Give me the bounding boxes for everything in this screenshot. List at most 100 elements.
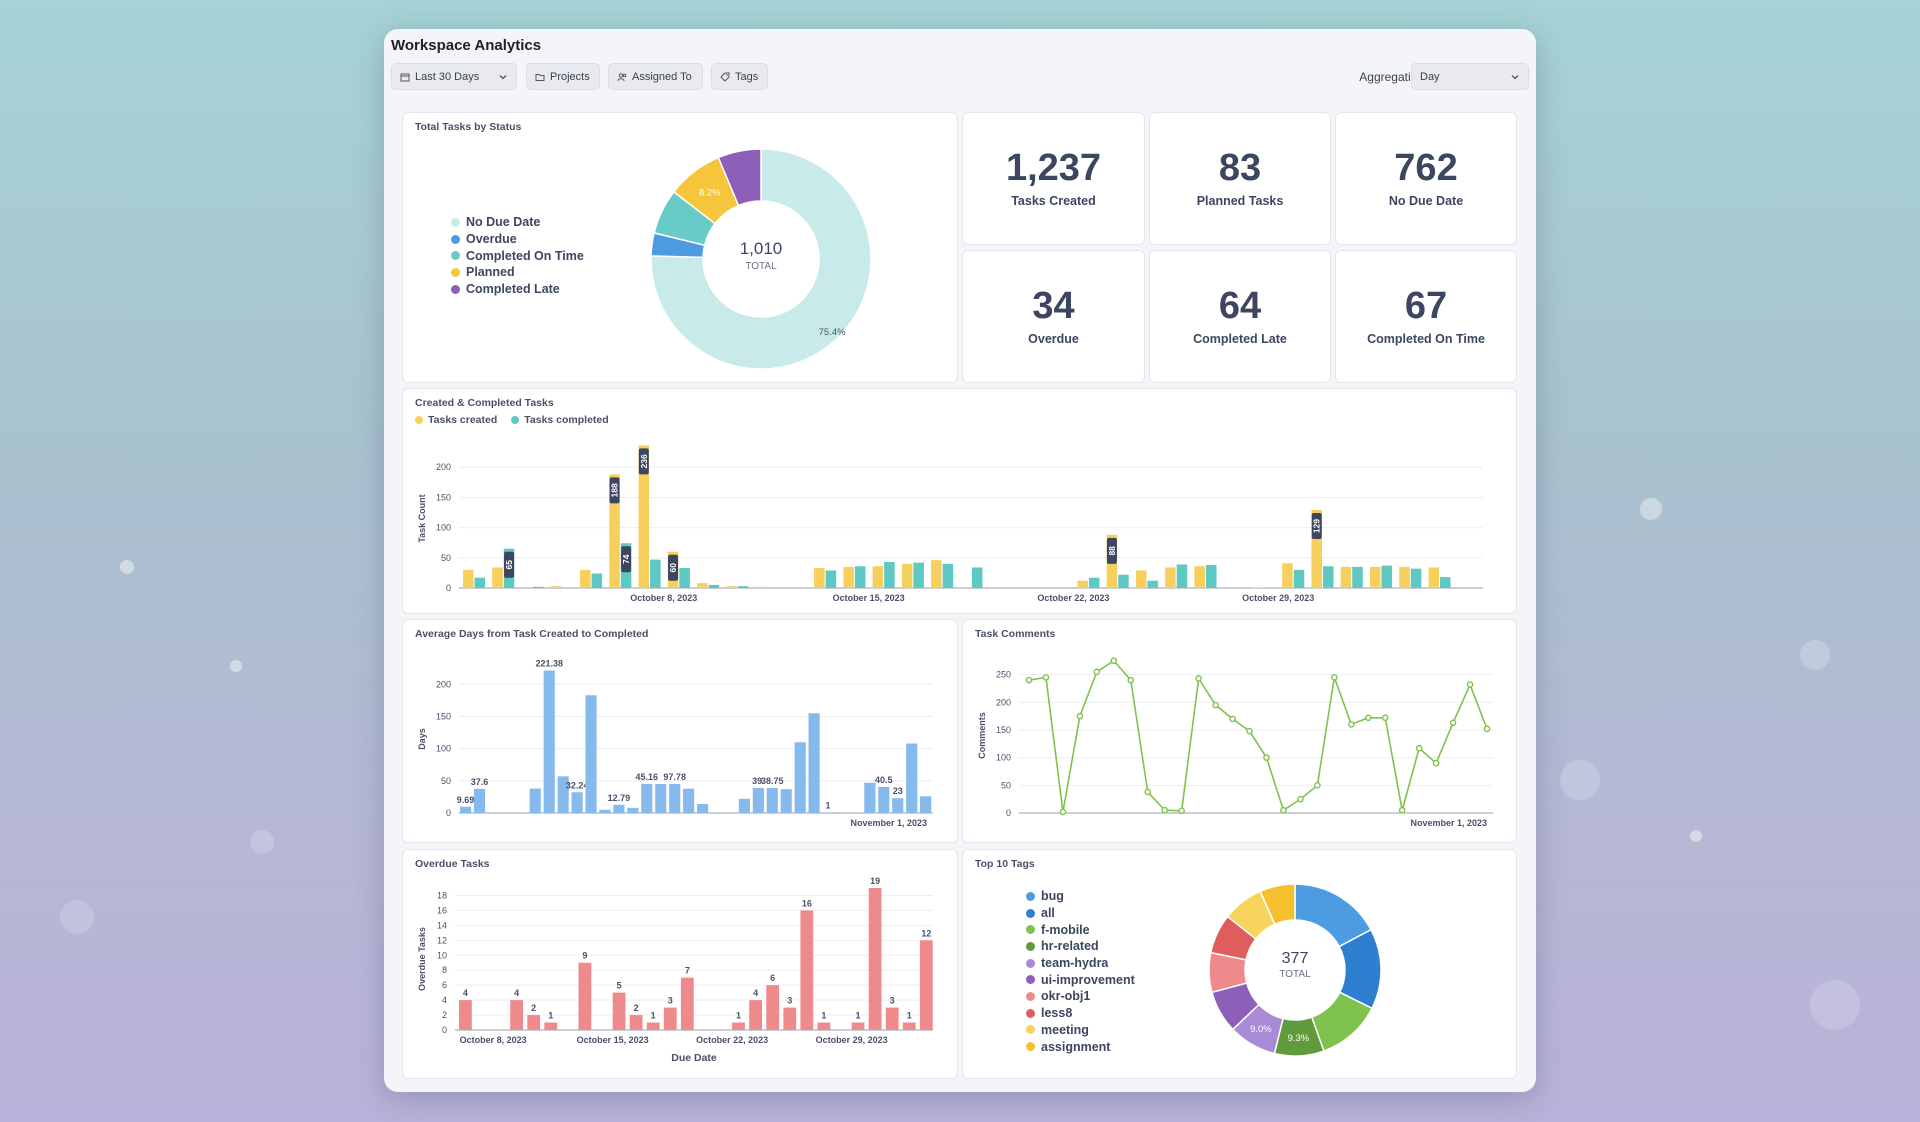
legend-item[interactable]: Completed Late: [451, 281, 584, 298]
data-label: 1: [907, 1011, 912, 1021]
data-label: 45.16: [636, 772, 659, 782]
projects-filter-button[interactable]: Projects: [526, 63, 600, 90]
data-label: 2: [634, 1003, 639, 1013]
task-comments-chart: 0 50 100 150 200 250 Comments November 1, 2023: [977, 657, 1493, 828]
legend-item[interactable]: Tasks created: [415, 414, 497, 426]
legend-label: team-hydra: [1041, 956, 1109, 971]
kpi-card-no-due-date: 762 No Due Date: [1335, 112, 1517, 245]
bar: [854, 566, 866, 588]
x-tick-label: October 29, 2023: [1242, 593, 1314, 603]
tick-label: 0: [446, 583, 451, 593]
bar: [766, 788, 778, 813]
data-label: 9.69: [457, 795, 475, 805]
data-label: 4: [514, 988, 519, 998]
data-label: 1: [736, 1011, 741, 1021]
bar: [1088, 577, 1100, 588]
donut-slice: [1259, 883, 1296, 926]
data-label-bg: [504, 551, 515, 578]
data-label: 97.78: [663, 772, 686, 782]
legend-item[interactable]: bug: [1026, 888, 1135, 905]
donut-center-label: TOTAL: [1279, 969, 1311, 980]
legend-item[interactable]: assignment: [1026, 1038, 1135, 1055]
legend-item[interactable]: Completed On Time: [451, 247, 584, 264]
data-label: 1: [856, 1011, 861, 1021]
bar: [544, 1022, 558, 1030]
date-range-dropdown[interactable]: Last 30 Days: [391, 63, 517, 90]
data-label: 188: [610, 483, 620, 497]
users-icon: [617, 72, 627, 81]
data-label: 4: [463, 988, 468, 998]
background-bokeh: [1810, 980, 1860, 1030]
status-legend: No Due Date Overdue Completed On Time Pl…: [451, 214, 584, 297]
legend-label: f-mobile: [1041, 922, 1090, 937]
top-tags-donut-chart: 9.3% 9.0% 377 TOTAL: [1208, 883, 1382, 1057]
legend-item[interactable]: Tasks completed: [511, 414, 609, 426]
tags-filter-button[interactable]: Tags: [711, 63, 768, 90]
legend-label: all: [1041, 906, 1055, 921]
legend-item[interactable]: less8: [1026, 1005, 1135, 1022]
bar: [726, 586, 737, 588]
kpi-label: Completed Late: [1193, 332, 1287, 346]
data-label: 37.6: [471, 777, 489, 787]
legend-item[interactable]: team-hydra: [1026, 955, 1135, 972]
chevron-down-icon: [1511, 74, 1519, 79]
bar: [755, 586, 767, 588]
background-bokeh: [120, 560, 134, 574]
background-bokeh: [1560, 760, 1600, 800]
bar: [794, 742, 806, 813]
background-bokeh: [230, 660, 242, 672]
tags-card-title: Top 10 Tags: [975, 858, 1035, 870]
bar: [814, 568, 825, 588]
data-label: 88: [1107, 546, 1117, 556]
data-label: 1: [548, 1011, 553, 1021]
donut-slice: [717, 148, 762, 207]
legend-item[interactable]: all: [1026, 905, 1135, 922]
data-label: 1: [821, 1011, 826, 1021]
tick-label: 0: [1006, 808, 1011, 818]
bar: [780, 789, 792, 813]
data-point: [1076, 712, 1084, 720]
kpi-label: No Due Date: [1388, 194, 1464, 208]
data-label: 60: [668, 563, 678, 573]
bar: [557, 776, 569, 813]
legend-item[interactable]: ui-improvement: [1026, 971, 1135, 988]
projects-filter-label: Projects: [550, 70, 590, 83]
assigned-to-filter-button[interactable]: Assigned To: [608, 63, 703, 90]
legend-item[interactable]: meeting: [1026, 1022, 1135, 1039]
aggregation-dropdown[interactable]: Day: [1411, 63, 1529, 90]
bar: [627, 807, 639, 813]
legend-item[interactable]: No Due Date: [451, 214, 584, 231]
bar: [599, 809, 611, 813]
data-label: 236: [639, 454, 649, 468]
bar: [1340, 566, 1352, 588]
bar: [683, 788, 695, 813]
bar: [783, 1007, 797, 1030]
legend-item[interactable]: Planned: [451, 264, 584, 281]
bar: [885, 1007, 899, 1030]
bar: [1428, 567, 1440, 588]
legend-item[interactable]: f-mobile: [1026, 921, 1135, 938]
data-point: [1178, 807, 1185, 815]
data-label-bg: [1311, 513, 1322, 540]
data-point: [1144, 788, 1152, 796]
legend-item[interactable]: Overdue: [451, 231, 584, 248]
kpi-value: 762: [1394, 147, 1458, 189]
bar: [931, 560, 942, 588]
kpi-card-completed-late: 64 Completed Late: [1149, 250, 1331, 383]
bar: [1293, 569, 1305, 588]
legend-item[interactable]: okr-obj1: [1026, 988, 1135, 1005]
calendar-icon: [400, 73, 410, 81]
kpi-card-planned-tasks: 83 Planned Tasks: [1149, 112, 1331, 245]
bar: [663, 1007, 677, 1030]
overdue-card-title: Overdue Tasks: [415, 858, 490, 870]
legend-item[interactable]: hr-related: [1026, 938, 1135, 955]
kpi-value: 83: [1218, 147, 1262, 189]
tick-label: 250: [996, 670, 1011, 680]
bar: [737, 586, 749, 588]
folder-icon: [535, 73, 545, 81]
data-point: [1093, 668, 1101, 676]
bar: [492, 567, 503, 588]
bar: [738, 798, 750, 813]
top-tags-card: Top 10 Tags bug all f-mobile hr-related …: [962, 849, 1517, 1079]
